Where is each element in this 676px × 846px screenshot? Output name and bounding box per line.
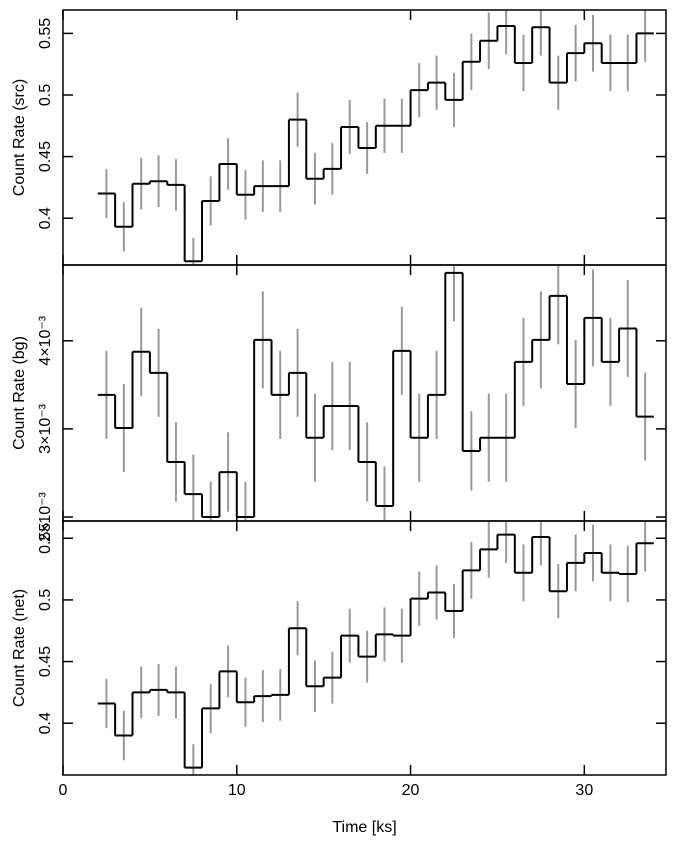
plot-area	[97, 10, 654, 265]
x-axis-label: Time [ks]	[332, 819, 396, 836]
y-tick-label: 3×10⁻³	[37, 403, 54, 453]
y-tick-label: 2×10⁻³	[37, 491, 54, 541]
x-tick-label: 10	[228, 782, 246, 799]
plot-area	[97, 265, 654, 521]
y-tick-label: 4×10⁻³	[37, 315, 54, 365]
y-tick-label: 0.55	[37, 523, 54, 554]
y-tick-label: 0.4	[37, 712, 54, 734]
y-tick-label: 0.5	[37, 589, 54, 611]
y-tick-label: 0.4	[37, 207, 54, 229]
y-tick-label: 0.45	[37, 646, 54, 677]
y-tick-label: 0.5	[37, 84, 54, 106]
plot-area	[97, 521, 654, 775]
x-tick-label: 20	[402, 782, 420, 799]
y-axis-label: Count Rate (bg)	[11, 336, 28, 450]
x-tick-label: 30	[575, 782, 593, 799]
y-axis-label: Count Rate (src)	[11, 79, 28, 196]
frame	[62, 520, 667, 776]
y-tick-label: 0.55	[37, 18, 54, 49]
y-tick-label: 0.45	[37, 141, 54, 172]
x-tick-label: 0	[59, 782, 68, 799]
y-axis-label: Count Rate (net)	[11, 589, 28, 707]
